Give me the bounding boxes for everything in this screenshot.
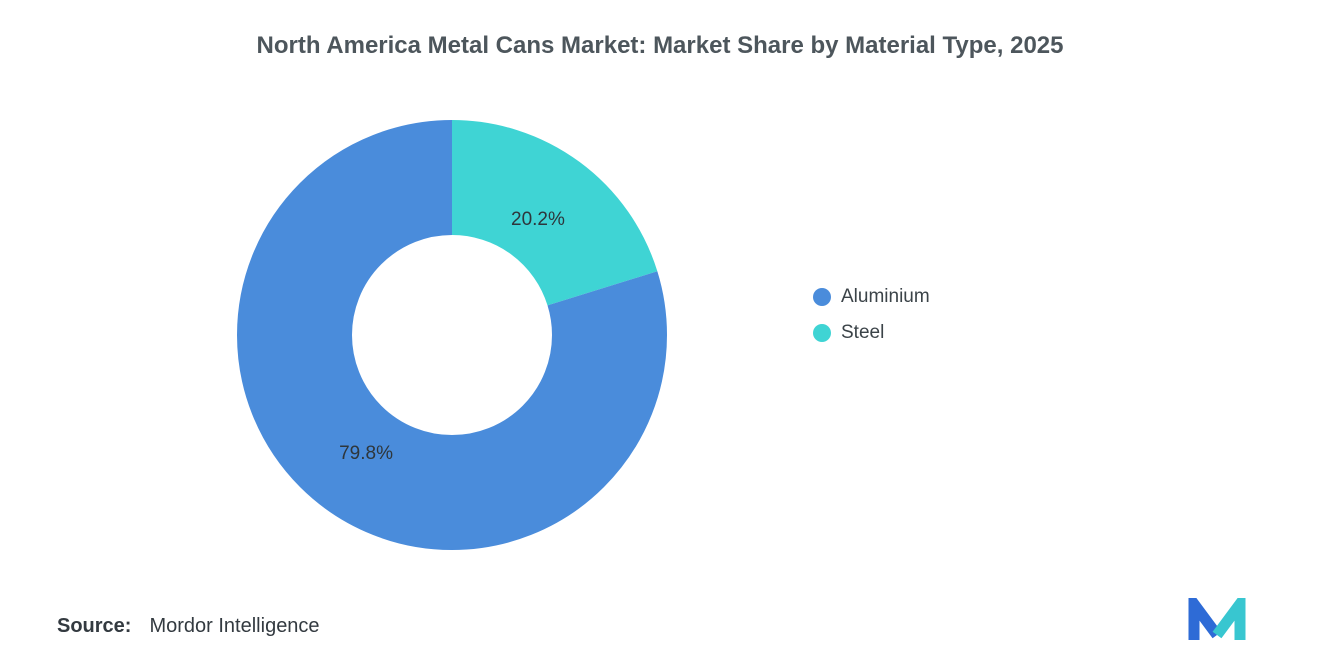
source-label: Source: (57, 615, 132, 637)
legend-item-steel: Steel (813, 322, 930, 344)
legend-swatch-aluminium (813, 288, 831, 306)
source-attribution: Source: Mordor Intelligence (57, 615, 320, 638)
slice-label-steel: 20.2% (511, 209, 565, 230)
legend-label-aluminium: Aluminium (841, 286, 930, 307)
slice-label-aluminium: 79.8% (339, 443, 393, 464)
donut-segment-aluminium (237, 120, 667, 550)
chart-title: North America Metal Cans Market: Market … (256, 32, 1064, 59)
donut-chart: 20.2% 79.8% (237, 120, 667, 550)
donut-chart-svg: 20.2% 79.8% (237, 120, 667, 550)
legend-item-aluminium: Aluminium (813, 286, 930, 308)
legend-label-steel: Steel (841, 322, 885, 343)
legend-swatch-steel (813, 324, 831, 342)
source-value: Mordor Intelligence (149, 615, 320, 637)
mordor-intelligence-logo (1188, 598, 1246, 640)
chart-legend: Aluminium Steel (813, 286, 930, 358)
